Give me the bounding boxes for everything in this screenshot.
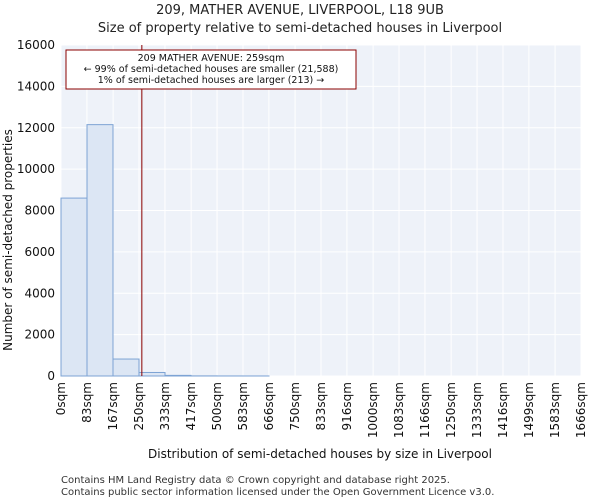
y-tick-label-3: 6000 (24, 245, 55, 259)
x-tick-label-2: 167sqm (106, 382, 120, 430)
x-tick-label-5: 417sqm (184, 382, 198, 430)
bar-1 (86, 124, 114, 377)
x-tick-label-17: 1416sqm (496, 382, 510, 438)
x-tick-label-12: 1000sqm (366, 382, 380, 438)
bars (60, 124, 270, 377)
x-tick-label-4: 333sqm (158, 382, 172, 430)
x-tick-label-15: 1250sqm (444, 382, 458, 438)
y-tick-label-6: 12000 (17, 121, 55, 135)
x-tick-label-1: 83sqm (80, 382, 94, 423)
x-tick-label-20: 1666sqm (574, 382, 588, 438)
x-tick-label-10: 833sqm (314, 382, 328, 430)
x-tick-label-13: 1083sqm (392, 382, 406, 438)
x-tick-label-18: 1499sqm (522, 382, 536, 438)
footer-line-2: Contains public sector information licen… (61, 487, 494, 498)
x-tick-label-0: 0sqm (54, 382, 68, 415)
annotation-line-1: 209 MATHER AVENUE: 259sqm (138, 53, 285, 64)
bar-0 (60, 197, 88, 377)
bar-4 (164, 374, 192, 377)
x-tick-label-9: 750sqm (288, 382, 302, 430)
x-axis-label: Distribution of semi-detached houses by … (148, 447, 492, 461)
x-tick-label-7: 583sqm (236, 382, 250, 430)
x-tick-label-3: 250sqm (132, 382, 146, 430)
x-tick-label-16: 1333sqm (470, 382, 484, 438)
annotation-line-3: 1% of semi-detached houses are larger (2… (98, 75, 325, 86)
chart-title: 209, MATHER AVENUE, LIVERPOOL, L18 9UB (156, 3, 444, 18)
bar-3 (138, 371, 166, 377)
annotation-line-2: ← 99% of semi-detached houses are smalle… (84, 64, 339, 75)
annotation-box (65, 49, 357, 90)
y-tick-label-8: 16000 (17, 38, 55, 52)
bar-2 (112, 358, 140, 377)
y-tick-label-7: 14000 (17, 79, 55, 93)
y-axis-label: Number of semi-detached properties (1, 129, 15, 351)
chart-subtitle: Size of property relative to semi-detach… (98, 21, 502, 36)
y-tick-label-4: 8000 (24, 204, 55, 218)
grid (60, 44, 582, 377)
y-axis-ticks: 0 2000 4000 6000 8000 10000 12000 14000 16000 (17, 38, 55, 383)
y-tick-label-5: 10000 (17, 162, 55, 176)
x-tick-label-14: 1166sqm (418, 382, 432, 438)
x-tick-label-6: 500sqm (210, 382, 224, 430)
y-tick-label-2: 4000 (24, 286, 55, 300)
x-tick-label-8: 666sqm (262, 382, 276, 430)
footer-line-1: Contains HM Land Registry data © Crown c… (61, 475, 450, 486)
y-tick-label-0: 0 (47, 369, 55, 383)
x-tick-label-19: 1583sqm (548, 382, 562, 438)
y-tick-label-1: 2000 (24, 328, 55, 342)
x-axis-ticks: 0sqm 83sqm 167sqm 250sqm 333sqm 417sqm 500sqm 5… (54, 382, 588, 438)
x-tick-label-11: 916sqm (340, 382, 354, 430)
